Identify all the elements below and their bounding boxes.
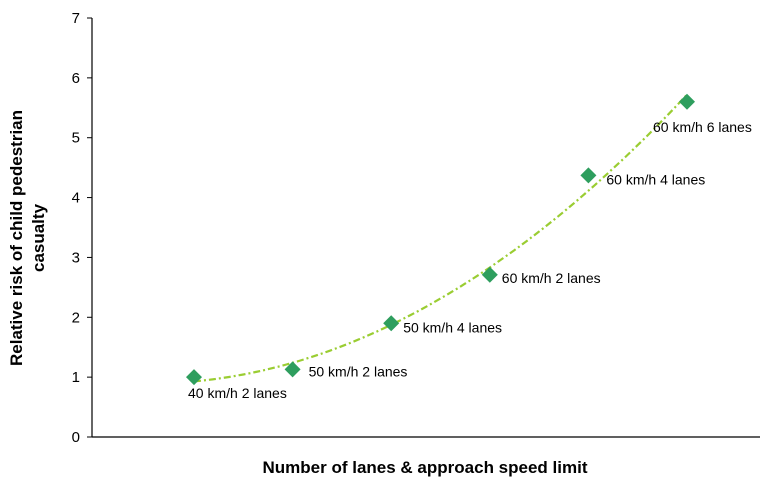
- point-labels: 40 km/h 2 lanes 50 km/h 2 lanes 50 km/h 4 …: [188, 119, 752, 401]
- data-point-label: 40 km/h 2 lanes: [188, 385, 287, 401]
- data-points: [186, 93, 695, 386]
- data-point-marker: [481, 266, 498, 283]
- y-tick-label: 6: [72, 70, 80, 87]
- data-point-label: 60 km/h 4 lanes: [606, 171, 705, 187]
- data-point-marker: [383, 315, 400, 332]
- y-tick-label: 5: [72, 130, 80, 147]
- data-point-label: 60 km/h 6 lanes: [653, 119, 752, 135]
- data-point-marker: [284, 361, 301, 378]
- y-ticks: 0 1 2 3 4 5 6 7: [72, 10, 92, 446]
- data-point-marker: [186, 369, 202, 386]
- data-point-label: 60 km/h 2 lanes: [502, 270, 601, 286]
- y-tick-label: 4: [72, 190, 80, 207]
- y-axis-title-line-2: casualty: [29, 203, 48, 272]
- y-tick-label: 2: [72, 309, 80, 326]
- y-tick-label: 7: [72, 10, 80, 27]
- data-point-marker: [679, 93, 695, 110]
- x-axis-title: Number of lanes & approach speed limit: [263, 458, 588, 477]
- data-point-label: 50 km/h 4 lanes: [403, 319, 502, 335]
- y-tick-label: 1: [72, 369, 80, 386]
- data-point-marker: [580, 167, 597, 184]
- y-axis-title-line-1: Relative risk of child pedestrian: [7, 110, 26, 366]
- y-tick-label: 0: [72, 429, 80, 446]
- trendline: [193, 93, 688, 383]
- y-tick-label: 3: [72, 249, 80, 266]
- data-point-label: 50 km/h 2 lanes: [309, 363, 408, 379]
